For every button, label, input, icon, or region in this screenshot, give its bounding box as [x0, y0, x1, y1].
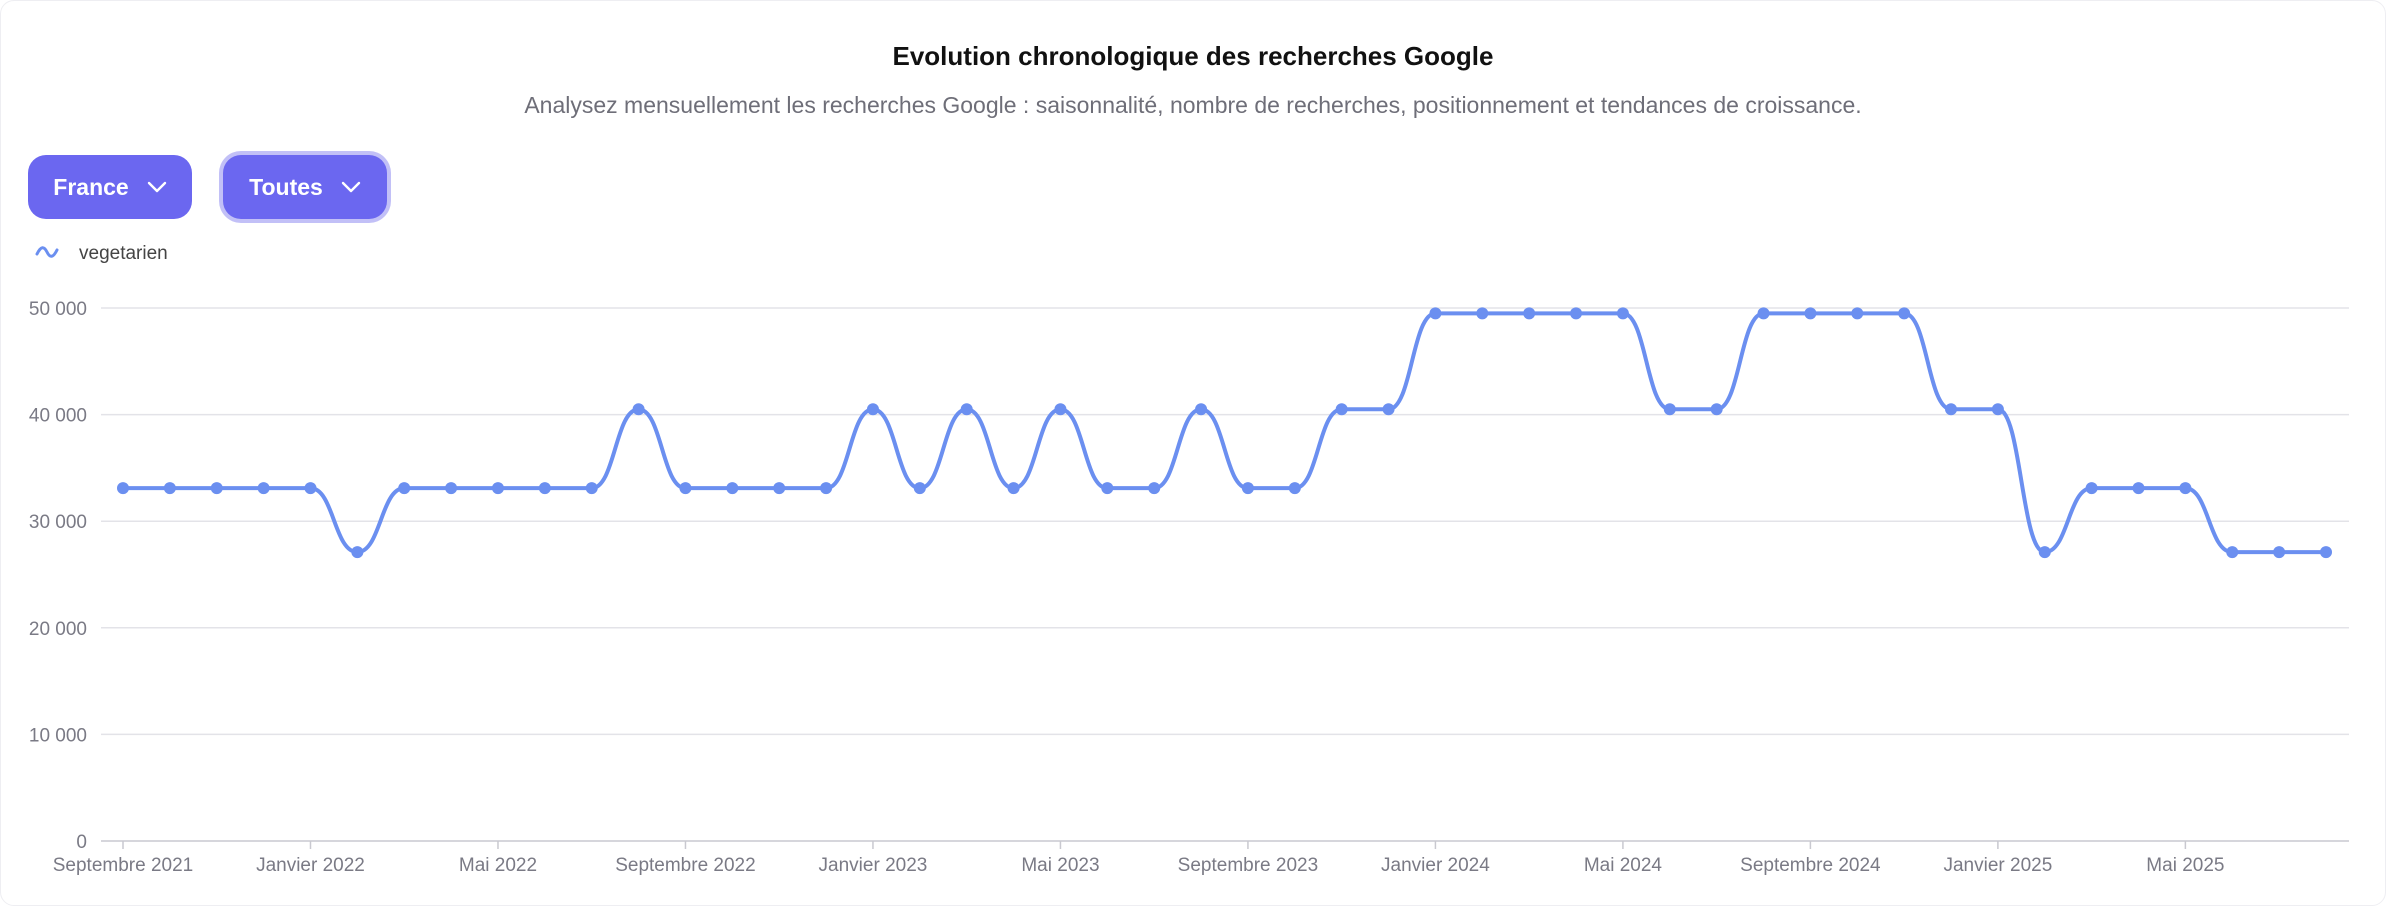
data-point — [1382, 403, 1395, 416]
data-point — [1523, 307, 1536, 320]
data-point — [1616, 307, 1629, 320]
data-point — [538, 482, 551, 495]
data-point — [1851, 307, 1864, 320]
x-tick-label: Janvier 2025 — [1943, 855, 2052, 876]
y-tick-label: 0 — [76, 832, 87, 853]
data-point — [2226, 546, 2239, 559]
data-point — [2320, 546, 2332, 559]
page-subtitle: Analysez mensuellement les recherches Go… — [524, 92, 1862, 118]
x-tick-label: Mai 2025 — [2146, 855, 2224, 876]
data-point — [1663, 403, 1676, 416]
data-point — [773, 482, 786, 495]
x-tick-label: Mai 2023 — [1021, 855, 1099, 876]
country-dropdown-label: France — [53, 173, 129, 200]
data-point — [163, 482, 176, 495]
legend-wave-icon — [35, 243, 59, 265]
data-point — [632, 403, 645, 416]
y-tick-label: 20 000 — [29, 619, 87, 640]
data-point — [2132, 482, 2145, 495]
x-tick-label: Janvier 2024 — [1381, 855, 1490, 876]
data-point — [913, 482, 926, 495]
data-point — [585, 482, 598, 495]
chevron-down-icon — [147, 181, 167, 193]
data-point — [1241, 482, 1254, 495]
scope-dropdown-label: Toutes — [249, 173, 323, 200]
data-point — [351, 546, 364, 559]
data-point — [1945, 403, 1958, 416]
x-tick-label: Janvier 2023 — [819, 855, 928, 876]
x-tick-label: Mai 2022 — [459, 855, 537, 876]
chevron-down-icon — [341, 181, 361, 193]
series-line — [123, 311, 2326, 555]
x-tick-label: Janvier 2022 — [256, 855, 365, 876]
page-title: Evolution chronologique des recherches G… — [892, 41, 1494, 71]
data-point — [1288, 482, 1301, 495]
data-point — [2085, 482, 2098, 495]
data-point — [1991, 403, 2004, 416]
data-point — [1476, 307, 1489, 320]
data-point — [210, 482, 223, 495]
x-tick-label: Mai 2024 — [1584, 855, 1663, 876]
data-point — [1054, 403, 1067, 416]
data-point — [820, 482, 833, 495]
x-tick-label: Septembre 2023 — [1178, 855, 1319, 876]
data-point — [2273, 546, 2286, 559]
data-point — [304, 482, 317, 495]
data-point — [1335, 403, 1348, 416]
data-point — [1898, 307, 1911, 320]
legend-series-name: vegetarien — [79, 243, 168, 264]
y-tick-label: 40 000 — [29, 406, 87, 427]
data-point — [1195, 403, 1208, 416]
data-point — [1007, 482, 1020, 495]
scope-dropdown[interactable]: Toutes — [223, 155, 387, 219]
data-point — [866, 403, 879, 416]
x-tick-label: Septembre 2022 — [615, 855, 756, 876]
data-point — [1101, 482, 1114, 495]
data-point — [679, 482, 692, 495]
data-point — [445, 482, 458, 495]
data-point — [491, 482, 504, 495]
data-point — [257, 482, 270, 495]
data-point — [117, 482, 129, 495]
country-dropdown[interactable]: France — [28, 155, 192, 219]
data-point — [2179, 482, 2192, 495]
data-point — [1757, 307, 1770, 320]
data-point — [960, 403, 973, 416]
data-point — [1429, 307, 1442, 320]
data-point — [1570, 307, 1583, 320]
chart-legend[interactable]: vegetarien — [35, 243, 168, 265]
data-point — [726, 482, 739, 495]
data-point — [1148, 482, 1161, 495]
y-tick-label: 30 000 — [29, 512, 87, 533]
y-tick-label: 50 000 — [29, 299, 87, 320]
x-tick-label: Septembre 2021 — [53, 855, 194, 876]
y-tick-label: 10 000 — [29, 725, 87, 746]
data-point — [1710, 403, 1723, 416]
data-point — [1804, 307, 1817, 320]
x-tick-label: Septembre 2024 — [1740, 855, 1881, 876]
data-point — [398, 482, 411, 495]
data-point — [2038, 546, 2051, 559]
